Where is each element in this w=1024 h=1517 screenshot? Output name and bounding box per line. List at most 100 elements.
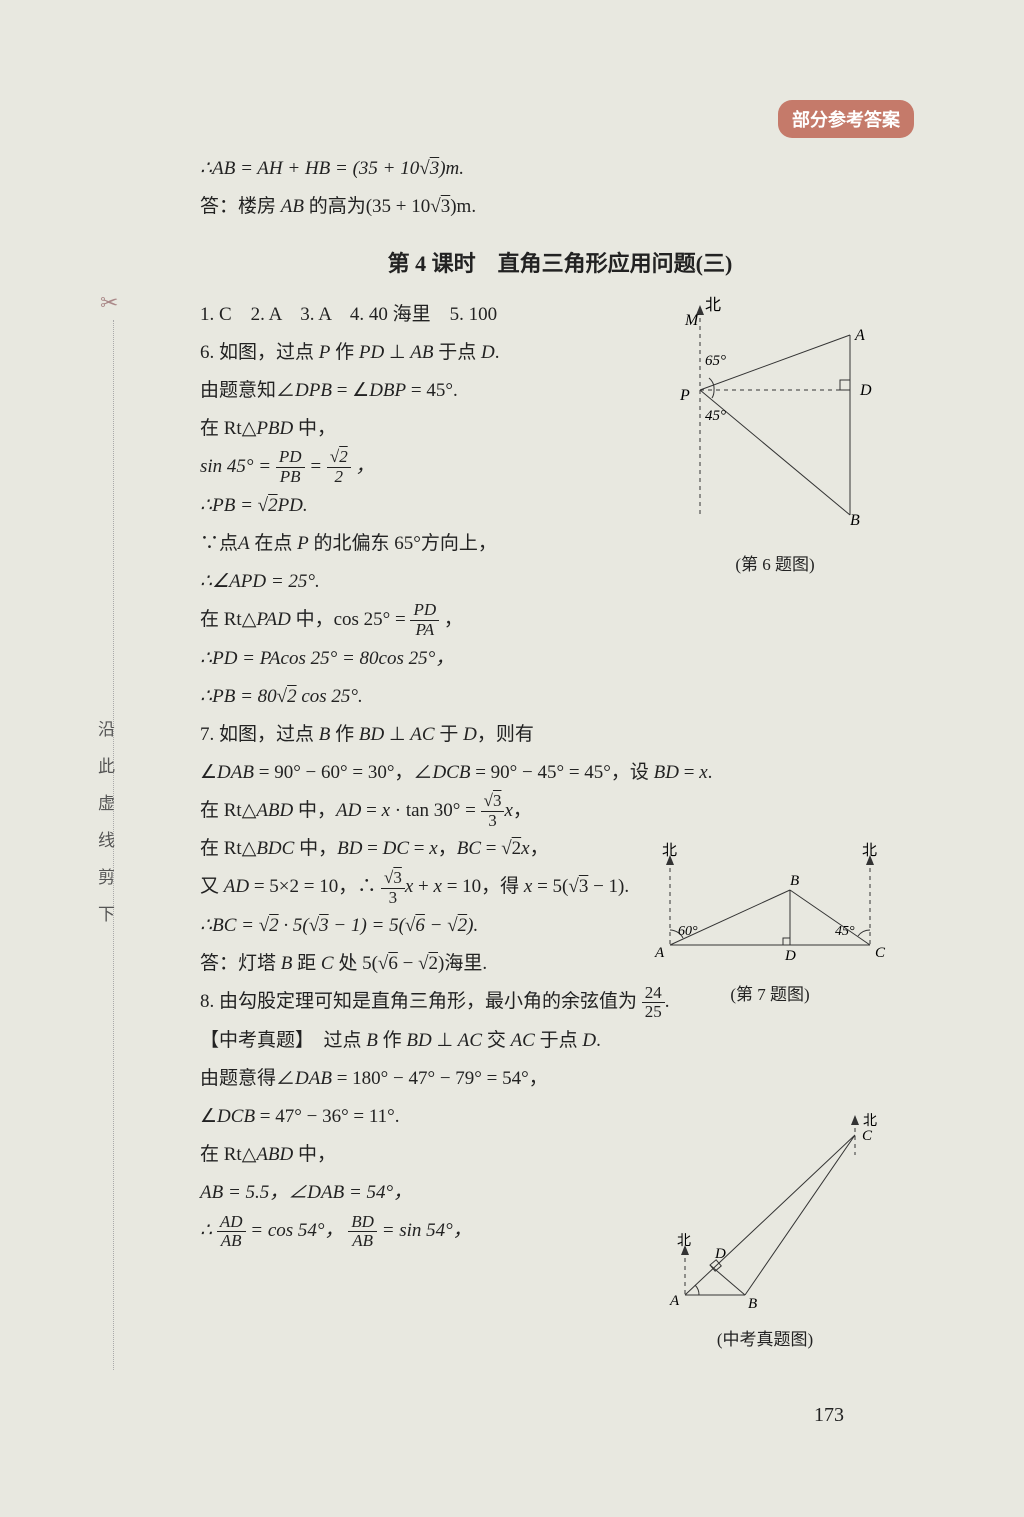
t: D <box>859 382 872 399</box>
t: ∠ <box>200 1106 217 1127</box>
figure-8: 北 北 A B C D (中考真题图) <box>630 1110 900 1350</box>
t: ， <box>513 800 532 821</box>
t: B <box>281 953 293 974</box>
t: 3 <box>493 791 502 810</box>
t: = 5.5，∠ <box>223 1182 307 1203</box>
t: BC <box>212 915 236 936</box>
t: = 47° − 36° = 11°. <box>255 1106 400 1127</box>
t: 2 <box>268 495 278 516</box>
t: x <box>429 838 437 859</box>
page-number: 173 <box>814 1404 844 1427</box>
t: = 54°， <box>344 1182 412 1203</box>
t: ∴ <box>200 495 212 516</box>
t: √2 <box>327 448 351 468</box>
t: B <box>790 873 799 889</box>
cut-label: 沿此虚线剪下 <box>92 720 117 942</box>
t: AB <box>217 1232 246 1251</box>
t: AC <box>410 724 434 745</box>
t: 中， <box>293 1144 336 1165</box>
t: 3 <box>430 158 440 179</box>
frac: ADAB <box>217 1213 246 1251</box>
t: PD <box>413 600 436 619</box>
t: 6. 如图，过点 <box>200 342 319 363</box>
t: 答：楼房 <box>200 196 281 217</box>
figure-6-caption: (第 6 题图) <box>650 550 900 575</box>
t: ， <box>355 456 374 477</box>
t: √3 <box>381 869 405 889</box>
t: 中，cos 25° = <box>291 609 411 630</box>
t: A <box>654 945 665 961</box>
t: A <box>238 533 250 554</box>
t: AD <box>220 1212 243 1231</box>
t: 7. 如图，过点 <box>200 724 319 745</box>
zt-l1: 【中考真题】 过点 B 作 BD ⊥ AC 交 AC 于点 D. <box>200 1022 920 1060</box>
t: 6 <box>415 915 425 936</box>
frac: √33 <box>381 869 405 907</box>
t: = 45°. <box>406 380 458 401</box>
t: AD <box>336 800 361 821</box>
t: − <box>425 915 447 936</box>
t: AB <box>200 1182 223 1203</box>
t: = 180° − 47° − 79° = 54°， <box>332 1068 548 1089</box>
t: AD <box>224 876 249 897</box>
t: AB <box>348 1232 377 1251</box>
t: 2 <box>327 468 351 487</box>
t: D <box>481 342 495 363</box>
q6-l10: ∴PB = 80√2 cos 25°. <box>200 678 920 716</box>
t: D <box>784 948 796 964</box>
t: = <box>236 915 258 936</box>
frac: BDAB <box>348 1213 377 1251</box>
t: BD <box>337 838 362 859</box>
t: . <box>495 342 500 363</box>
t: BDC <box>256 838 294 859</box>
t: ， <box>438 838 457 859</box>
q7-l1: 7. 如图，过点 B 作 BD ⊥ AC 于 D，则有 <box>200 716 920 754</box>
t: ，则有 <box>477 724 534 745</box>
t: 的北偏东 65°方向上， <box>309 533 497 554</box>
t: BD <box>406 1030 431 1051</box>
t: 3 <box>481 812 505 831</box>
t: 于 <box>435 724 464 745</box>
t: PAD <box>256 609 290 630</box>
t: = <box>237 648 259 669</box>
t: AB <box>221 1231 242 1250</box>
t: DAB <box>217 762 254 783</box>
t: )m. <box>439 158 464 179</box>
t: 作 <box>378 1030 407 1051</box>
t: = ∠ <box>332 380 369 401</box>
t: = <box>235 495 257 516</box>
t: . <box>596 1030 601 1051</box>
t: 2 <box>458 915 468 936</box>
t: = <box>409 838 429 859</box>
t: = sin 54°， <box>382 1220 472 1241</box>
t: 北 <box>705 296 721 314</box>
t: C <box>862 1128 873 1144</box>
t: 25 <box>642 1003 665 1022</box>
t: 距 <box>292 953 321 974</box>
t: B <box>366 1030 378 1051</box>
t: PD <box>359 342 384 363</box>
t: · 5( <box>279 915 309 936</box>
t: DC <box>383 838 409 859</box>
t: AH <box>257 158 282 179</box>
t: 于点 <box>434 342 482 363</box>
t: = cos 54°， <box>250 1220 343 1241</box>
t: AB <box>352 1231 373 1250</box>
t: = <box>481 838 501 859</box>
t: x <box>504 800 512 821</box>
t: 3 <box>393 868 402 887</box>
t: BD <box>359 724 384 745</box>
t: DAB <box>307 1182 344 1203</box>
t: D <box>714 1246 726 1262</box>
t: 2 <box>429 953 439 974</box>
header-badge: 部分参考答案 <box>778 100 914 138</box>
t: BC <box>457 838 481 859</box>
t: 于点 <box>535 1030 583 1051</box>
t: = 90° − 45° = 45°，设 <box>470 762 653 783</box>
t: = 25°. <box>266 571 320 592</box>
t: PA <box>260 648 281 669</box>
t: = <box>309 456 327 477</box>
figure-6: 北 M A D P B 65° 45° (第 6 题图) <box>650 285 900 565</box>
t: 2 <box>339 447 348 466</box>
t: = (35 + 10 <box>330 158 419 179</box>
